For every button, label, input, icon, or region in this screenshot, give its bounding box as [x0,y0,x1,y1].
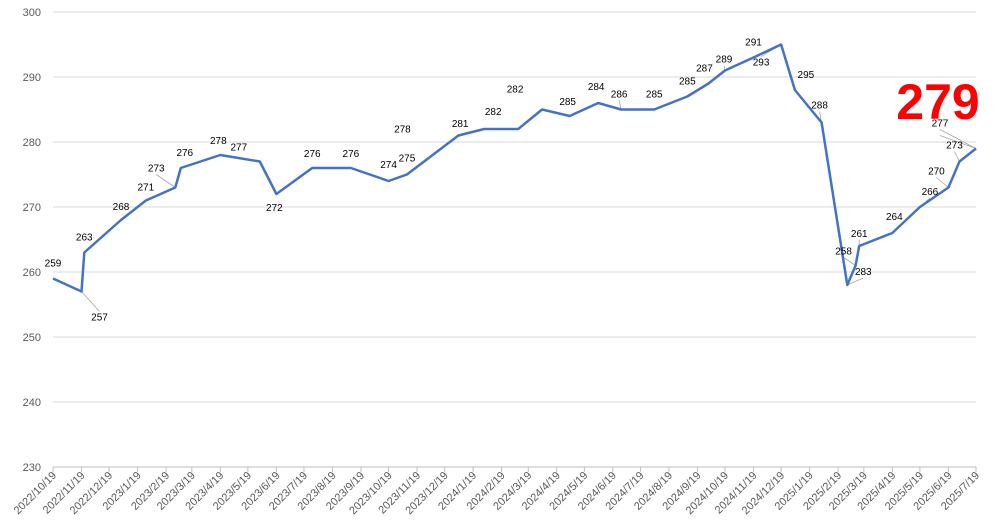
data-label: 273 [946,141,963,152]
data-label: 282 [507,85,524,96]
gridlines [53,11,976,468]
label-leader-lines [81,44,977,312]
data-label: 278 [210,136,227,147]
data-label: 277 [932,119,949,130]
data-label: 268 [113,202,130,213]
data-label: 266 [922,187,939,198]
y-tick-label: 270 [23,202,41,214]
label-leader-line [847,277,864,286]
label-leader-line [618,100,622,110]
data-label: 282 [485,107,502,118]
data-label: 276 [304,149,321,160]
label-leader-line [939,129,977,149]
x-axis-ticks: 2022/10/192022/11/192022/12/192023/1/192… [12,467,982,517]
data-label: 276 [343,149,360,160]
data-label: 277 [231,143,248,154]
y-tick-label: 290 [23,72,41,84]
data-label: 271 [138,183,155,194]
data-label: 257 [91,313,108,324]
data-label: 275 [399,154,416,165]
data-label: 285 [559,97,576,108]
y-tick-label: 250 [23,332,41,344]
data-label: 293 [753,58,770,69]
data-label: 291 [745,38,762,49]
y-tick-label: 230 [23,462,41,474]
current-value-callout: 279 [896,74,979,130]
data-label: 286 [611,90,628,101]
y-tick-label: 260 [23,267,41,279]
y-tick-label: 240 [23,397,41,409]
data-label: 289 [716,55,733,66]
data-label: 287 [696,64,713,75]
label-leader-line [81,291,100,312]
data-label: 284 [588,82,605,93]
series-line-path [52,43,977,293]
data-label: 295 [798,70,815,81]
series-line [52,43,977,293]
label-leader-line [954,151,960,162]
label-leader-line [843,257,856,266]
callout-leader-line [939,135,977,149]
data-label: 285 [679,77,696,88]
data-label: 285 [646,90,663,101]
data-label: 259 [45,259,62,270]
data-label: 258 [835,247,852,258]
data-label: 288 [811,101,828,112]
data-label: 278 [394,125,411,136]
y-tick-label: 280 [23,137,41,149]
data-label: 283 [855,267,872,278]
data-label: 270 [928,167,945,178]
data-label: 273 [148,164,165,175]
y-tick-label: 300 [23,7,41,19]
label-leader-line [156,174,176,188]
data-label: 272 [266,203,283,214]
data-label: 281 [452,119,469,130]
y-axis-ticks: 230 240 250 260 270 280 290 300 [23,7,41,474]
data-label: 264 [886,212,903,223]
data-label: 276 [176,148,193,159]
data-label: 261 [851,229,868,240]
label-leader-line [936,177,949,188]
data-label: 274 [380,160,397,171]
data-label: 263 [76,233,93,244]
